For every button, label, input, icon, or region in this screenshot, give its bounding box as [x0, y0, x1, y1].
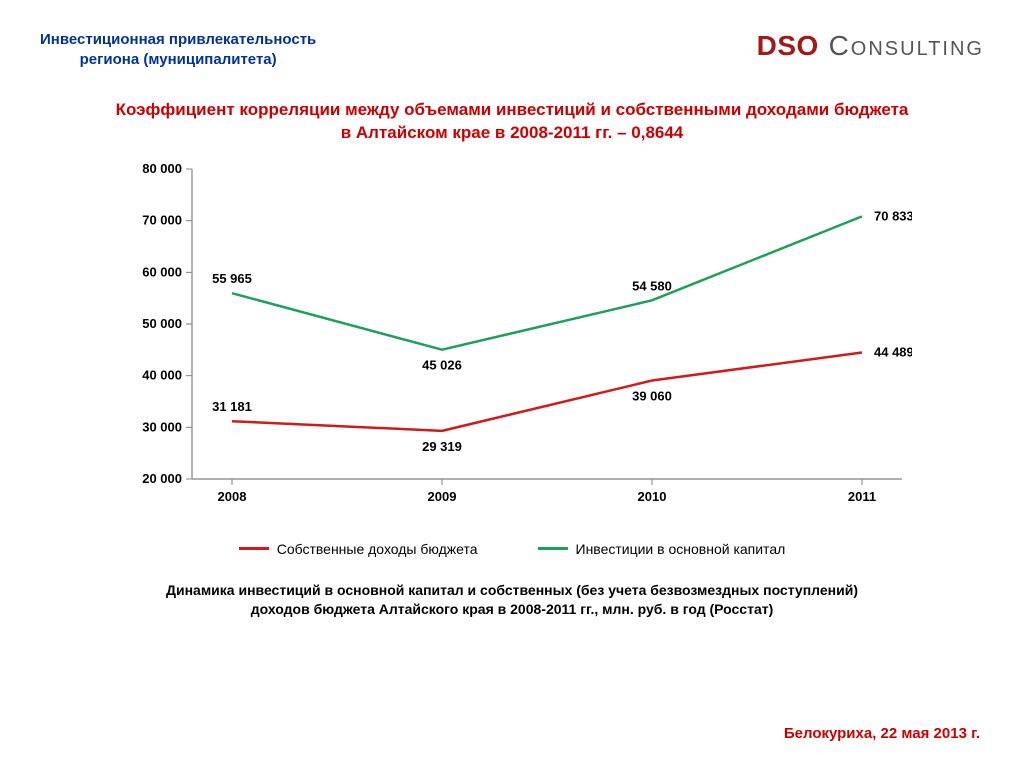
logo: DSO Consulting: [757, 30, 984, 62]
footer: Белокуриха, 22 мая 2013 г.: [784, 725, 980, 742]
svg-text:2011: 2011: [848, 489, 876, 504]
svg-text:20 000: 20 000: [142, 471, 182, 486]
slide: Инвестиционная привлекательность региона…: [0, 0, 1024, 768]
svg-text:2010: 2010: [638, 489, 667, 504]
svg-text:54 580: 54 580: [632, 278, 672, 293]
legend-item-1: Собственные доходы бюджета: [239, 541, 478, 557]
logo-dso: DSO: [757, 30, 819, 61]
logo-consulting: Consulting: [819, 30, 984, 61]
legend-label-2: Инвестиции в основной капитал: [576, 541, 786, 557]
svg-text:2008: 2008: [218, 489, 247, 504]
svg-text:50 000: 50 000: [142, 316, 182, 331]
line-chart-svg: 20 000 30 000 40 000 50 000 60 000 70 000 80 0…: [112, 159, 912, 519]
caption: Динамика инвестиций в основной капитал и…: [62, 581, 962, 619]
legend-swatch-1: [239, 547, 269, 550]
header-left: Инвестиционная привлекательность региона…: [40, 30, 316, 69]
header-line1: Инвестиционная привлекательность: [40, 30, 316, 50]
svg-text:70 000: 70 000: [142, 213, 182, 228]
legend-swatch-2: [538, 547, 568, 550]
legend-item-2: Инвестиции в основной капитал: [538, 541, 786, 557]
svg-text:2009: 2009: [428, 489, 457, 504]
caption-line1: Динамика инвестиций в основной капитал и…: [62, 581, 962, 600]
legend-label-1: Собственные доходы бюджета: [277, 541, 478, 557]
chart-title: Коэффициент корреляции между объемами ин…: [57, 99, 967, 145]
title-line1: Коэффициент корреляции между объемами ин…: [57, 99, 967, 122]
svg-text:45 026: 45 026: [422, 358, 462, 373]
svg-text:60 000: 60 000: [142, 264, 182, 279]
svg-text:29 319: 29 319: [422, 439, 462, 454]
header-line2: региона (муниципалитета): [40, 50, 316, 70]
caption-line2: доходов бюджета Алтайского края в 2008-2…: [62, 600, 962, 619]
svg-text:70 833: 70 833: [874, 208, 912, 223]
svg-text:30 000: 30 000: [142, 419, 182, 434]
chart: 20 000 30 000 40 000 50 000 60 000 70 000 80 0…: [112, 159, 912, 519]
svg-text:44 489: 44 489: [874, 344, 912, 359]
svg-text:39 060: 39 060: [632, 388, 672, 403]
svg-text:55 965: 55 965: [212, 271, 252, 286]
legend: Собственные доходы бюджета Инвестиции в …: [40, 541, 984, 557]
top-row: Инвестиционная привлекательность региона…: [40, 30, 984, 69]
svg-text:80 000: 80 000: [142, 161, 182, 176]
svg-text:40 000: 40 000: [142, 368, 182, 383]
title-line2: в Алтайском крае в 2008-2011 гг. – 0,864…: [57, 122, 967, 145]
svg-text:31 181: 31 181: [212, 399, 252, 414]
